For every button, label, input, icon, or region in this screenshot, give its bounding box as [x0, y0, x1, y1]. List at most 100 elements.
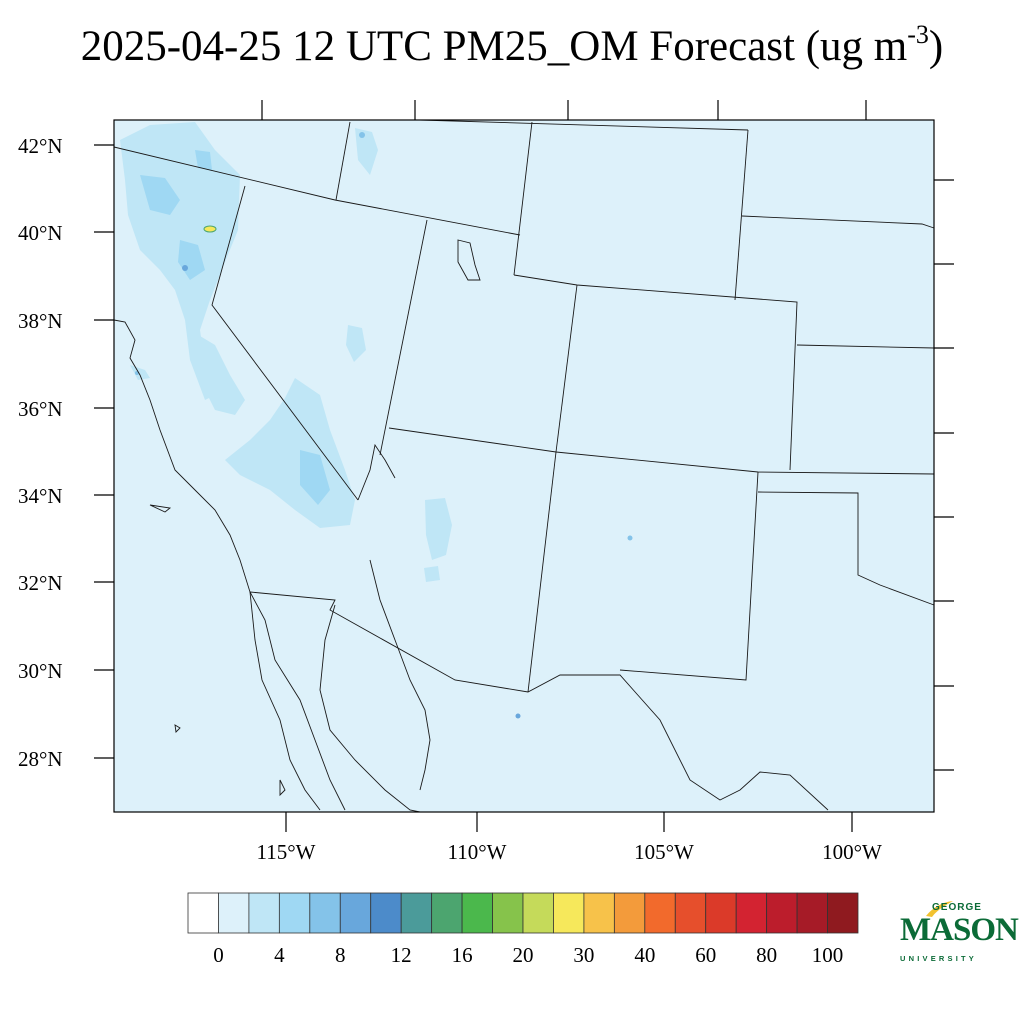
colorbar-swatch	[278, 892, 311, 934]
colorbar-swatch	[735, 892, 768, 934]
lat-label-34: 34°N	[18, 484, 63, 508]
shade-central-valley	[190, 330, 245, 415]
right-ticks	[934, 179, 954, 771]
border-ok-tx	[757, 491, 935, 606]
boundary-lines	[113, 119, 935, 813]
title-unit-exponent: -3	[907, 20, 929, 49]
colorbar-swatch	[583, 892, 615, 934]
colorbar-label: 20	[513, 943, 534, 967]
shade-idaho	[355, 128, 378, 175]
colorbar-swatch	[431, 892, 463, 934]
coastline-california	[113, 319, 346, 811]
lake-great-salt	[457, 239, 481, 281]
shade-nevada	[346, 325, 366, 362]
colorbar-swatch	[400, 892, 433, 934]
logo-line-university: UNIVERSITY	[900, 954, 978, 963]
border-four-corners-east	[388, 427, 935, 475]
island-1	[149, 504, 172, 513]
concentration-hotspots	[135, 132, 633, 719]
logo-swoosh-icon	[926, 901, 953, 917]
colorbar-label: 12	[391, 943, 412, 967]
border-id-wy	[513, 121, 533, 276]
lat-label-42: 42°N	[18, 134, 63, 158]
colorbar-swatch	[644, 892, 676, 934]
shade-mid-4	[195, 150, 212, 170]
border-nv-ut	[379, 219, 428, 456]
border-az-nm	[527, 451, 557, 693]
colorbar-swatch	[187, 892, 219, 934]
hotspot-yellow	[203, 225, 217, 233]
border-nm-tx	[619, 471, 759, 681]
colorbar-label: 0	[213, 943, 224, 967]
hotspot-nm	[627, 535, 633, 541]
colorbar-swatch	[553, 892, 585, 934]
colorbar-label: 16	[452, 943, 473, 967]
title-text: 2025-04-25 12 UTC PM25_OM Forecast (ug m	[80, 23, 908, 70]
lat-label-30: 30°N	[18, 659, 63, 683]
colorbar-swatch	[461, 892, 493, 934]
shade-coast	[130, 365, 150, 380]
hotspot-mexico	[515, 713, 521, 719]
border-ks-ne	[796, 344, 935, 349]
colorbar-swatch	[309, 892, 341, 934]
shade-mid-3	[300, 450, 330, 505]
lon-label-110: 110°W	[448, 840, 507, 864]
lat-label-40: 40°N	[18, 221, 63, 245]
colorbar-swatch	[248, 892, 280, 934]
lat-label-32: 32°N	[18, 571, 63, 595]
colorbar-swatch	[613, 892, 646, 934]
colorbar-swatch	[218, 892, 250, 934]
colorbar-swatch	[674, 892, 707, 934]
colorbar-label: 80	[756, 943, 777, 967]
gmu-logo: GEORGE MASON UNIVERSITY	[898, 898, 1019, 968]
colorbar-label: 40	[634, 943, 655, 967]
lon-label-100: 100°W	[822, 840, 882, 864]
border-mt-wy	[419, 119, 749, 131]
border-us-mexico	[249, 591, 829, 811]
shade-arizona	[425, 498, 452, 560]
colorbar-swatch	[705, 892, 737, 934]
colorbar-label: 100	[812, 943, 844, 967]
island-3	[279, 779, 286, 797]
concentration-shading-mid	[140, 150, 330, 505]
border-wy-ne	[734, 129, 749, 301]
longitude-axis: 115°W 110°W 105°W 100°W	[257, 812, 882, 864]
colorbar-swatch	[492, 892, 524, 934]
colorbar: 0 4 8 12 16 20 30 40 60 80 100	[187, 892, 859, 967]
hotspot-blue	[182, 265, 188, 271]
colorbar-label: 4	[274, 943, 285, 967]
lat-label-36: 36°N	[18, 397, 63, 421]
colorbar-label: 8	[335, 943, 346, 967]
colorbar-swatch	[339, 892, 372, 934]
logo-line-george: GEORGE	[932, 902, 982, 913]
border-ca-nv-diagonal	[211, 185, 359, 501]
border-or-ca-nv	[113, 146, 521, 236]
top-ticks	[261, 100, 867, 120]
map-panel	[113, 119, 935, 813]
border-id-or	[335, 121, 351, 201]
shade-mid-1	[140, 175, 180, 215]
map-frame	[113, 119, 935, 813]
border-ne-sd	[741, 215, 935, 229]
title-close: )	[928, 23, 944, 70]
island-2	[174, 724, 181, 733]
hotspot-blue-2	[359, 132, 365, 138]
lat-label-38: 38°N	[18, 309, 63, 333]
border-ut-co	[555, 284, 578, 453]
border-ut-wy-co	[513, 274, 798, 471]
map-title: 2025-04-25 12 UTC PM25_OM Forecast (ug m…	[0, 20, 1024, 71]
colorbar-label: 30	[573, 943, 594, 967]
latitude-axis: 42°N 40°N 38°N 36°N 34°N 32°N 30°N 28°N	[18, 134, 114, 771]
colorbar-swatch	[827, 892, 859, 934]
lat-label-28: 28°N	[18, 747, 63, 771]
logo-line-mason: MASON	[900, 912, 1019, 948]
colorbar-swatch	[370, 892, 402, 934]
lon-label-115: 115°W	[257, 840, 316, 864]
lon-label-105: 105°W	[634, 840, 694, 864]
colorbar-label: 60	[695, 943, 716, 967]
coastline-gulf-east	[369, 559, 431, 791]
colorbar-swatch	[796, 892, 828, 934]
river-colorado	[357, 443, 396, 501]
shade-arizona-south	[424, 566, 440, 582]
